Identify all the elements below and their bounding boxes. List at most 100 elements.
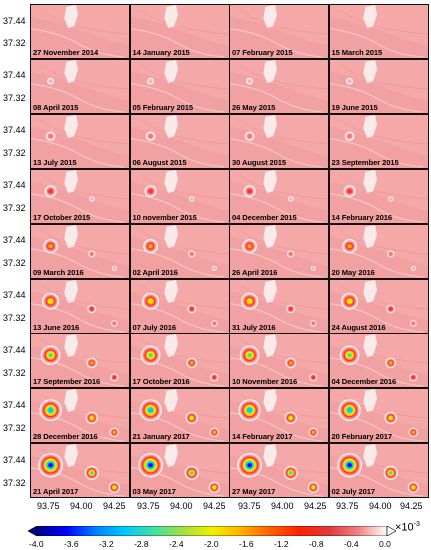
y-tick-label: 37.44 xyxy=(3,345,26,355)
colorbar-tick-label: -0.4 xyxy=(344,539,359,549)
panel-date-label: 04 December 2015 xyxy=(232,212,297,222)
y-tick-label: 37.44 xyxy=(3,16,26,26)
panel-date-label: 08 April 2015 xyxy=(33,102,79,112)
map-panel: 08 April 2015 xyxy=(30,58,130,114)
panel-date-label: 26 April 2016 xyxy=(232,267,278,277)
panel-date-label: 20 February 2017 xyxy=(331,432,393,442)
deformation-map xyxy=(329,59,428,113)
x-tick-label: 94.25 xyxy=(304,501,327,511)
panel-date-label: 06 August 2015 xyxy=(132,157,187,167)
colorbar-tick-label: -1.6 xyxy=(239,539,254,549)
deformation-map xyxy=(329,334,428,388)
x-tick-label: 94.00 xyxy=(271,501,294,511)
map-panel-grid: 27 November 2014 14 January 2015 07 Februa… xyxy=(30,4,429,499)
deformation-map xyxy=(230,5,328,58)
colorbar-tick-label: -2.4 xyxy=(169,539,184,549)
map-panel: 30 August 2015 xyxy=(229,113,329,169)
deformation-map xyxy=(31,444,129,498)
map-panel: 06 August 2015 xyxy=(129,113,230,169)
panel-date-label: 14 January 2015 xyxy=(132,48,190,57)
colorbar-tick-label: -3.2 xyxy=(99,539,114,549)
deformation-map xyxy=(230,279,328,333)
panel-date-label: 03 May 2017 xyxy=(132,487,176,497)
map-panel: 19 June 2015 xyxy=(328,58,429,114)
panel-date-label: 17 October 2015 xyxy=(33,212,91,222)
deformation-map xyxy=(31,59,129,113)
map-panel: 10 november 2015 xyxy=(129,168,230,224)
deformation-map xyxy=(329,444,428,498)
panel-date-label: 13 June 2016 xyxy=(33,322,80,332)
panel-date-label: 27 May 2017 xyxy=(232,487,276,497)
map-panel: 04 December 2015 xyxy=(229,168,329,224)
colorbar-unit-label: ×10-3 xyxy=(395,521,420,534)
map-panel: 02 July 2017 xyxy=(328,443,429,499)
x-tick-label: 94.25 xyxy=(203,501,226,511)
panel-date-label: 07 February 2015 xyxy=(232,48,293,57)
x-tick-label: 94.00 xyxy=(369,501,392,511)
deformation-map xyxy=(329,224,428,278)
x-tick-label: 94.00 xyxy=(70,501,93,511)
map-panel: 10 November 2016 xyxy=(229,333,329,389)
y-tick-label: 37.44 xyxy=(3,400,26,410)
deformation-map xyxy=(230,169,328,223)
y-tick-label: 37.32 xyxy=(3,368,26,378)
colorbar-tick-label: -4.0 xyxy=(29,539,44,549)
y-tick-label: 37.32 xyxy=(3,93,26,103)
map-panel: 09 March 2016 xyxy=(30,223,130,279)
deformation-map xyxy=(130,169,229,223)
map-panel: 05 February 2015 xyxy=(129,58,230,114)
map-panel: 23 September 2015 xyxy=(328,113,429,169)
map-panel: 26 May 2015 xyxy=(229,58,329,114)
colorbar-tick-label: 0.0 xyxy=(379,539,391,549)
panel-date-label: 30 August 2015 xyxy=(232,157,287,167)
map-panel: 03 May 2017 xyxy=(129,443,230,499)
map-panel: 21 April 2017 xyxy=(30,443,130,499)
map-panel: 13 July 2015 xyxy=(30,113,130,169)
colorbar-tick-label: -0.8 xyxy=(309,539,324,549)
deformation-map xyxy=(230,59,328,113)
deformation-map xyxy=(31,224,129,278)
x-tick-label: 93.75 xyxy=(238,501,261,511)
deformation-map xyxy=(230,444,328,498)
panel-date-label: 28 December 2016 xyxy=(33,432,98,442)
y-tick-label: 37.32 xyxy=(3,313,26,323)
panel-date-label: 02 April 2016 xyxy=(132,267,178,277)
panel-date-label: 05 February 2015 xyxy=(132,102,194,112)
panel-date-label: 21 April 2017 xyxy=(33,487,79,497)
y-tick-label: 37.44 xyxy=(3,455,26,465)
panel-date-label: 14 February 2016 xyxy=(331,212,393,222)
map-panel: 14 January 2015 xyxy=(129,4,230,59)
colorbar-tick-label: -3.6 xyxy=(64,539,79,549)
panel-date-label: 21 January 2017 xyxy=(132,432,190,442)
y-tick-label: 37.44 xyxy=(3,70,26,80)
deformation-map xyxy=(130,444,229,498)
map-panel: 15 March 2015 xyxy=(328,4,429,59)
map-panel: 27 May 2017 xyxy=(229,443,329,499)
panel-date-label: 10 November 2016 xyxy=(232,377,298,387)
deformation-map xyxy=(230,114,328,168)
panel-date-label: 09 March 2016 xyxy=(33,267,84,277)
panel-date-label: 17 October 2016 xyxy=(132,377,190,387)
y-tick-label: 37.44 xyxy=(3,180,26,190)
deformation-map xyxy=(329,389,428,443)
deformation-map xyxy=(31,279,129,333)
y-tick-label: 37.44 xyxy=(3,235,26,245)
panel-date-label: 27 November 2014 xyxy=(33,48,99,57)
deformation-map xyxy=(329,169,428,223)
panel-date-label: 26 May 2015 xyxy=(232,102,276,112)
x-tick-label: 94.00 xyxy=(170,501,193,511)
panel-date-label: 13 July 2015 xyxy=(33,157,77,167)
y-tick-label: 37.32 xyxy=(3,478,26,488)
deformation-map xyxy=(130,279,229,333)
map-panel: 17 October 2016 xyxy=(129,333,230,389)
deformation-map xyxy=(329,114,428,168)
map-panel: 28 December 2016 xyxy=(30,388,130,444)
panel-date-label: 31 July 2016 xyxy=(232,322,276,332)
colorbar-tick-label: -2.0 xyxy=(204,539,219,549)
deformation-map xyxy=(230,389,328,443)
deformation-map xyxy=(130,59,229,113)
colorbar xyxy=(28,526,396,536)
map-panel: 26 April 2016 xyxy=(229,223,329,279)
y-tick-label: 37.32 xyxy=(3,38,26,48)
map-panel: 02 April 2016 xyxy=(129,223,230,279)
